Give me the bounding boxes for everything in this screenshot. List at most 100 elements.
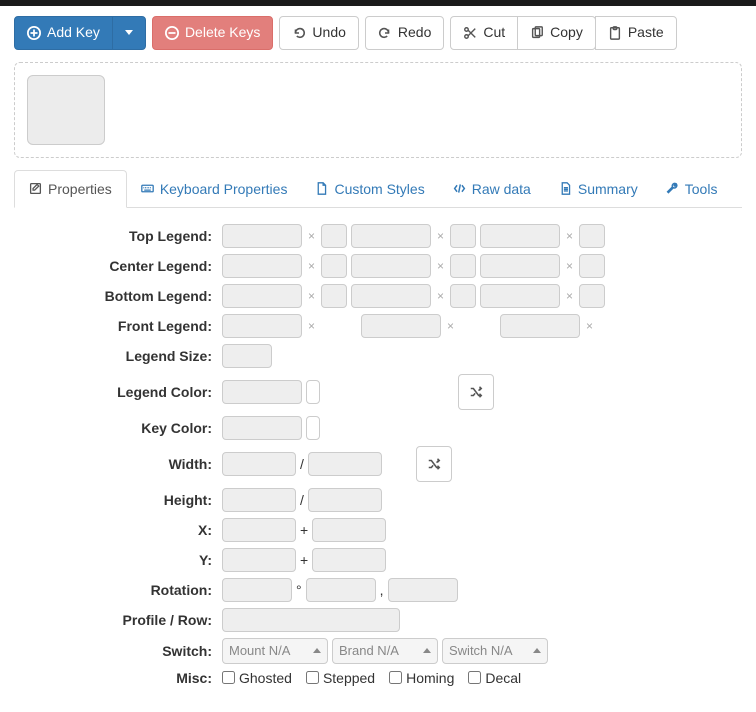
- row-y: Y: +: [14, 548, 742, 572]
- front-legend-3[interactable]: [500, 314, 580, 338]
- label-legend-size: Legend Size:: [14, 348, 222, 364]
- width-input[interactable]: [222, 452, 296, 476]
- bottom-legend-1-reps[interactable]: [321, 284, 347, 308]
- label-profile-row: Profile / Row:: [14, 612, 222, 628]
- caret-up-icon: [533, 648, 541, 653]
- tab-tools[interactable]: Tools: [652, 170, 732, 208]
- redo-icon: [378, 26, 392, 40]
- edit-icon: [29, 182, 42, 195]
- redo-button[interactable]: Redo: [365, 16, 444, 50]
- delete-keys-label: Delete Keys: [185, 23, 260, 43]
- rotation-cx-input[interactable]: [306, 578, 376, 602]
- profile-row-input[interactable]: [222, 608, 400, 632]
- front-legend-1[interactable]: [222, 314, 302, 338]
- plus-sep: +: [300, 552, 308, 568]
- cut-button[interactable]: Cut: [450, 16, 518, 50]
- bottom-legend-1[interactable]: [222, 284, 302, 308]
- height-input[interactable]: [222, 488, 296, 512]
- slash-sep: /: [300, 456, 304, 472]
- switch-type-select[interactable]: Switch N/A: [442, 638, 548, 664]
- wrench-icon: [666, 182, 679, 195]
- label-y: Y:: [14, 552, 222, 568]
- label-height: Height:: [14, 492, 222, 508]
- rotation-cy-input[interactable]: [388, 578, 458, 602]
- row-key-color: Key Color:: [14, 416, 742, 440]
- homing-checkbox[interactable]: [389, 671, 402, 684]
- top-legend-2-reps[interactable]: [450, 224, 476, 248]
- top-legend-3[interactable]: [480, 224, 560, 248]
- misc-ghosted[interactable]: Ghosted: [222, 670, 292, 686]
- front-legend-2[interactable]: [361, 314, 441, 338]
- legend-color-input[interactable]: [222, 380, 302, 404]
- switch-brand-select[interactable]: Brand N/A: [332, 638, 438, 664]
- width2-input[interactable]: [308, 452, 382, 476]
- center-legend-3-reps[interactable]: [579, 254, 605, 278]
- shuffle-legend-color-button[interactable]: [458, 374, 494, 410]
- legend-color-swatch[interactable]: [306, 380, 320, 404]
- center-legend-1[interactable]: [222, 254, 302, 278]
- x2-input[interactable]: [312, 518, 386, 542]
- legend-size-input[interactable]: [222, 344, 272, 368]
- rotation-angle-input[interactable]: [222, 578, 292, 602]
- row-switch: Switch: Mount N/A Brand N/A Switch N/A: [14, 638, 742, 664]
- bottom-legend-2[interactable]: [351, 284, 431, 308]
- key-color-swatch[interactable]: [306, 416, 320, 440]
- row-legend-color: Legend Color:: [14, 374, 742, 410]
- reps-sep: ×: [306, 289, 317, 303]
- x-input[interactable]: [222, 518, 296, 542]
- homing-label: Homing: [406, 670, 454, 686]
- key-color-input[interactable]: [222, 416, 302, 440]
- keycap[interactable]: [27, 75, 105, 145]
- bottom-legend-3[interactable]: [480, 284, 560, 308]
- keyboard-icon: [141, 182, 154, 195]
- center-legend-3[interactable]: [480, 254, 560, 278]
- label-bottom-legend: Bottom Legend:: [14, 288, 222, 304]
- scissors-icon: [463, 26, 477, 40]
- reps-sep: ×: [445, 319, 456, 333]
- delete-keys-button[interactable]: Delete Keys: [152, 16, 273, 50]
- y2-input[interactable]: [312, 548, 386, 572]
- cut-label: Cut: [483, 23, 505, 43]
- undo-button[interactable]: Undo: [279, 16, 358, 50]
- tab-keyboard-properties[interactable]: Keyboard Properties: [127, 170, 302, 208]
- height2-input[interactable]: [308, 488, 382, 512]
- copy-button[interactable]: Copy: [517, 16, 596, 50]
- shuffle-size-button[interactable]: [416, 446, 452, 482]
- decal-checkbox[interactable]: [468, 671, 481, 684]
- add-key-group: Add Key: [14, 16, 146, 50]
- misc-homing[interactable]: Homing: [389, 670, 454, 686]
- label-misc: Misc:: [14, 670, 222, 686]
- shuffle-icon: [469, 385, 483, 399]
- misc-stepped[interactable]: Stepped: [306, 670, 375, 686]
- y-input[interactable]: [222, 548, 296, 572]
- center-legend-1-reps[interactable]: [321, 254, 347, 278]
- tab-properties[interactable]: Properties: [14, 170, 127, 208]
- top-legend-1[interactable]: [222, 224, 302, 248]
- add-key-dropdown-button[interactable]: [112, 16, 146, 50]
- switch-mount-select[interactable]: Mount N/A: [222, 638, 328, 664]
- row-center-legend: Center Legend: × × ×: [14, 254, 742, 278]
- switch-mount-value: Mount N/A: [229, 643, 290, 658]
- bottom-legend-3-reps[interactable]: [579, 284, 605, 308]
- tab-raw-data[interactable]: Raw data: [439, 170, 545, 208]
- misc-decal[interactable]: Decal: [468, 670, 521, 686]
- paste-button[interactable]: Paste: [595, 16, 677, 50]
- center-legend-2[interactable]: [351, 254, 431, 278]
- top-legend-1-reps[interactable]: [321, 224, 347, 248]
- top-legend-2[interactable]: [351, 224, 431, 248]
- shuffle-icon: [427, 457, 441, 471]
- add-key-button[interactable]: Add Key: [14, 16, 113, 50]
- tab-summary[interactable]: Summary: [545, 170, 652, 208]
- tab-bar: Properties Keyboard Properties Custom St…: [14, 170, 742, 208]
- caret-down-icon: [125, 30, 133, 35]
- center-legend-2-reps[interactable]: [450, 254, 476, 278]
- tab-custom-styles[interactable]: Custom Styles: [301, 170, 438, 208]
- keyboard-preview-area[interactable]: [14, 62, 742, 158]
- bottom-legend-2-reps[interactable]: [450, 284, 476, 308]
- ghosted-checkbox[interactable]: [222, 671, 235, 684]
- reps-sep: ×: [435, 259, 446, 273]
- stepped-checkbox[interactable]: [306, 671, 319, 684]
- row-misc: Misc: Ghosted Stepped Homing Decal: [14, 670, 742, 686]
- main-container: Add Key Delete Keys Undo Redo: [0, 6, 756, 712]
- top-legend-3-reps[interactable]: [579, 224, 605, 248]
